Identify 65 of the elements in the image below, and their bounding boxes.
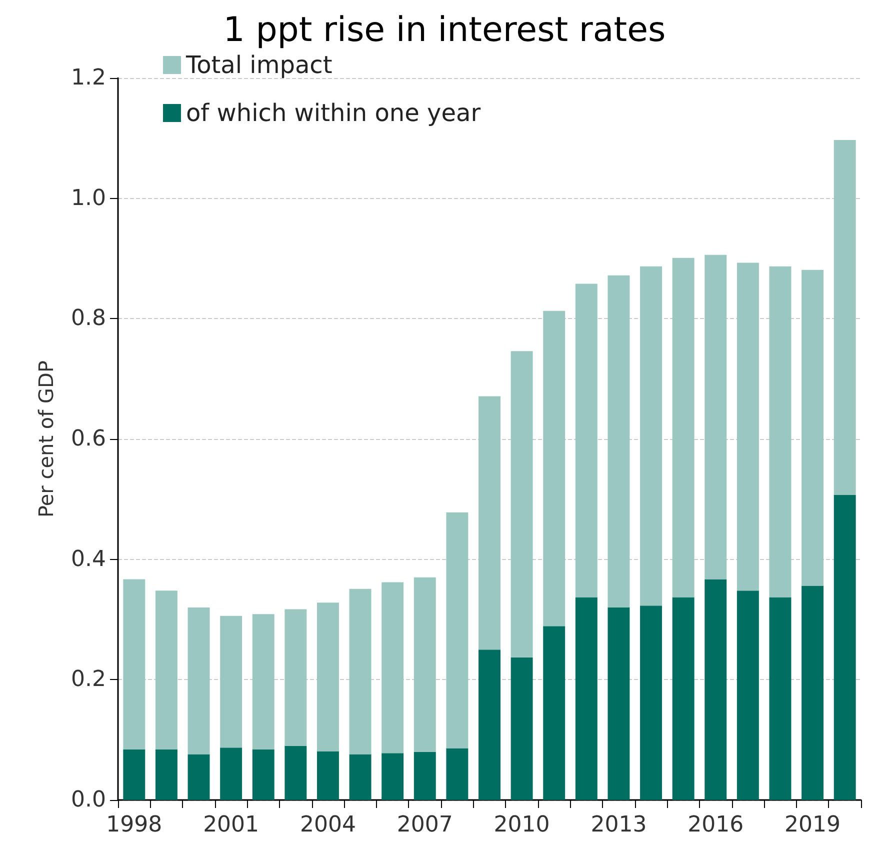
bar — [704, 579, 727, 800]
bar — [834, 140, 856, 495]
bar — [802, 586, 824, 800]
bar — [349, 754, 372, 800]
y-tick-label: 0.0 — [71, 788, 106, 812]
bar — [123, 749, 146, 800]
bar — [543, 626, 566, 800]
bar — [543, 310, 566, 626]
x-tick-label: 2007 — [396, 812, 453, 838]
bar — [155, 749, 178, 800]
chart-title: 1 ppt rise in interest rates — [223, 10, 666, 50]
bar — [608, 607, 630, 800]
x-tick-label: 2016 — [688, 812, 744, 838]
x-tick-label: 2013 — [590, 812, 647, 838]
bar — [316, 602, 339, 752]
x-tick-label: 2019 — [784, 812, 841, 838]
bar — [769, 266, 792, 598]
y-tick-label: 1.2 — [71, 66, 106, 90]
bar — [252, 614, 274, 750]
y-tick-label: 0.2 — [71, 667, 106, 692]
bar — [478, 650, 500, 800]
bar — [704, 254, 727, 580]
y-axis-title: Per cent of GDP — [34, 360, 58, 518]
bar — [608, 275, 630, 608]
bar — [769, 597, 792, 800]
x-tick-label: 1998 — [106, 812, 162, 838]
y-tick-label: 1.0 — [71, 186, 106, 211]
bar — [382, 582, 404, 754]
bar — [155, 590, 178, 750]
bar — [640, 266, 662, 606]
bar — [575, 597, 598, 800]
bar — [510, 657, 533, 800]
x-tick-label: 2010 — [494, 812, 550, 838]
bar — [446, 512, 468, 748]
bar — [188, 607, 210, 754]
bar — [510, 351, 533, 658]
bar — [414, 577, 436, 752]
x-tick-label: 2001 — [203, 812, 260, 838]
bar — [575, 284, 598, 598]
bar — [382, 753, 404, 800]
bar — [123, 579, 146, 750]
x-tick-label: 2004 — [300, 812, 356, 838]
y-tick-label: 0.4 — [71, 546, 106, 572]
bar — [446, 748, 468, 800]
bar — [316, 751, 339, 800]
bar — [284, 609, 307, 746]
bar — [834, 494, 856, 800]
bar — [640, 606, 662, 800]
bar — [284, 746, 307, 800]
y-tick-label: 0.8 — [71, 306, 106, 332]
bar — [414, 752, 436, 800]
bar — [349, 588, 372, 754]
bar — [220, 748, 242, 800]
bar — [802, 270, 824, 586]
bar — [736, 590, 759, 800]
legend-label: Total impact — [185, 51, 332, 79]
bar — [736, 262, 759, 591]
y-tick-label: 0.6 — [71, 426, 106, 452]
legend-label: of which within one year — [186, 99, 481, 127]
bar — [478, 396, 500, 650]
bar — [188, 754, 210, 800]
bar — [672, 597, 694, 800]
bar — [220, 616, 242, 748]
bar — [252, 749, 274, 800]
bar — [672, 258, 694, 598]
